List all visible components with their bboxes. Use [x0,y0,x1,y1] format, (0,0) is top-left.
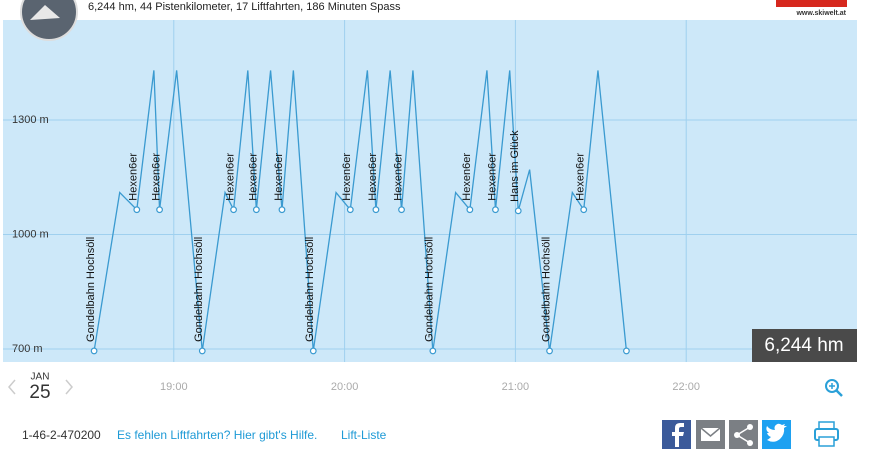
grid: 700 m 1000 m 1300 m [3,20,857,362]
lift-label: Gondelbahn Hochsöll [193,237,205,342]
logo-url: www.skiwelt.at [795,10,846,17]
date-month: JAN [31,372,50,383]
y-tick-label: 700 m [12,343,43,355]
share-button[interactable] [729,420,758,449]
lift-label: Hexen6er [224,153,236,201]
lift-label: Gondelbahn Hochsöll [85,237,97,342]
lift-label: Hexen6er [486,153,498,201]
plot: Gondelbahn Hochsöll Hexen6er Hexen6er Gonde… [85,70,630,355]
lift-marker [230,206,237,214]
lift-marker [252,206,260,214]
lift-marker [156,206,163,214]
zoom-button[interactable] [825,379,843,397]
lift-label: Gondelbahn Hochsöll [540,237,552,342]
lift-marker [580,206,588,214]
lift-label: Hexen6er [247,153,259,201]
elevation-line [93,70,628,352]
mail-button[interactable] [696,420,725,449]
ride-id: 1-46-2-470200 [22,428,101,442]
lift-label: Hexen6er [575,153,587,201]
total-box [752,329,857,362]
lift-marker [514,207,522,215]
help-link[interactable]: Es fehlen Liftfahrten? Hier gibt's Hilfe… [117,428,317,442]
lift-label: Hexen6er [341,153,353,201]
lift-marker [90,347,98,355]
lift-label: Hexen6er [392,153,404,201]
y-tick-label: 1300 m [12,114,49,126]
lift-label: Hexen6er [128,153,140,201]
facebook-button[interactable] [662,420,691,449]
lift-label: Hans im Glück [509,130,521,202]
summary: 6,244 hm, 44 Pistenkilometer, 17 Liftfah… [88,1,401,13]
lift-marker [346,206,354,214]
lift-label: Hexen6er [461,153,473,201]
x-tick-label: 20:00 [331,381,359,393]
lift-marker [309,347,317,355]
lift-marker [623,347,630,355]
lift-label: Gondelbahn Hochsöll [304,237,316,342]
next-day[interactable] [65,379,73,395]
lift-marker [466,206,474,214]
lift-label: Hexen6er [150,153,162,201]
lift-marker [429,347,437,355]
logo-bar [776,0,847,7]
print-button[interactable] [814,421,839,447]
twitter-button[interactable] [762,420,791,449]
x-tick-label: 19:00 [160,381,188,393]
lift-list-link[interactable]: Lift-Liste [341,428,387,442]
x-tick-label: 22:00 [672,381,700,393]
x-tick-label: 21:00 [502,381,530,393]
y-tick-label: 1000 m [12,228,49,240]
avatar[interactable] [20,0,78,41]
total: 6,244 hm [764,335,843,356]
lift-marker [492,206,499,214]
lift-label: Gondelbahn Hochsöll [424,237,436,342]
lift-marker [546,347,553,355]
lift-label: Hexen6er [367,153,379,201]
prev-day[interactable] [8,379,16,395]
lift-marker [133,206,141,214]
lift-marker [278,206,286,214]
date-day: 25 [29,382,50,403]
lift-marker [372,206,380,214]
lift-marker [398,206,405,214]
lift-marker [198,347,206,355]
lift-label: Hexen6er [273,153,285,201]
avatar-image [30,5,60,20]
